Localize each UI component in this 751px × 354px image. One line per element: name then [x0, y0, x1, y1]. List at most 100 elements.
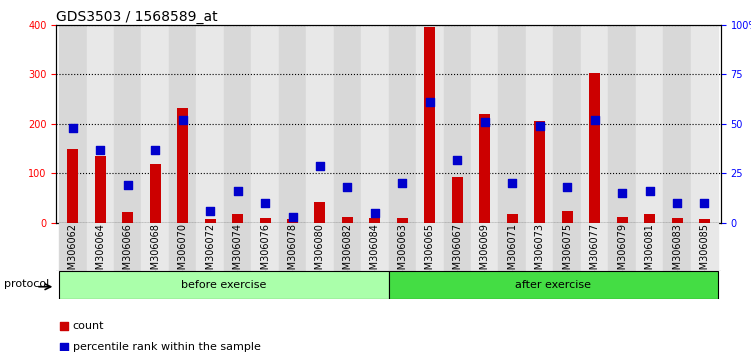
Point: [698, 200, 710, 206]
Bar: [59, 25, 86, 223]
Point: [453, 105, 465, 110]
Bar: [177, 108, 189, 223]
Bar: [608, 223, 636, 271]
Text: GSM306078: GSM306078: [288, 223, 297, 282]
Point: [397, 181, 409, 186]
Point: [451, 157, 463, 162]
Bar: [333, 25, 361, 223]
Point: [176, 117, 189, 123]
Bar: [553, 223, 581, 271]
Bar: [424, 27, 436, 223]
Text: GSM306080: GSM306080: [315, 223, 325, 282]
Bar: [636, 223, 663, 271]
Text: after exercise: after exercise: [515, 280, 592, 290]
Bar: [197, 223, 224, 271]
Point: [589, 117, 601, 123]
Text: GSM306065: GSM306065: [425, 223, 435, 282]
Point: [534, 123, 546, 129]
Point: [453, 298, 465, 303]
Bar: [342, 217, 353, 223]
Bar: [306, 223, 333, 271]
Bar: [59, 271, 388, 299]
Bar: [204, 219, 216, 223]
Bar: [416, 223, 444, 271]
Point: [369, 210, 381, 216]
Bar: [306, 25, 333, 223]
Text: GSM306062: GSM306062: [68, 223, 78, 282]
Point: [149, 147, 161, 153]
Bar: [691, 223, 718, 271]
Bar: [444, 223, 471, 271]
Bar: [315, 202, 325, 223]
Bar: [59, 223, 86, 271]
Bar: [122, 212, 133, 223]
Bar: [471, 25, 499, 223]
Text: GSM306077: GSM306077: [590, 223, 599, 282]
Bar: [534, 121, 545, 223]
Bar: [333, 223, 361, 271]
Bar: [479, 114, 490, 223]
Text: GSM306063: GSM306063: [397, 223, 407, 282]
Text: GSM306066: GSM306066: [122, 223, 133, 282]
Bar: [499, 223, 526, 271]
Text: GSM306074: GSM306074: [233, 223, 243, 282]
Text: GSM306067: GSM306067: [452, 223, 463, 282]
Bar: [369, 218, 381, 223]
Bar: [636, 25, 663, 223]
Text: GSM306084: GSM306084: [370, 223, 380, 282]
Text: GSM306073: GSM306073: [535, 223, 544, 282]
Point: [424, 99, 436, 105]
Bar: [169, 25, 197, 223]
Point: [204, 208, 216, 214]
Bar: [444, 25, 471, 223]
Point: [231, 188, 243, 194]
Bar: [197, 25, 224, 223]
Text: GDS3503 / 1568589_at: GDS3503 / 1568589_at: [56, 10, 218, 24]
Point: [259, 200, 271, 206]
Text: GSM306068: GSM306068: [150, 223, 160, 282]
Text: GSM306069: GSM306069: [480, 223, 490, 282]
Bar: [581, 25, 608, 223]
Point: [314, 163, 326, 169]
Point: [506, 181, 518, 186]
Point: [616, 190, 628, 196]
Bar: [141, 25, 169, 223]
Text: GSM306076: GSM306076: [260, 223, 270, 282]
Bar: [663, 25, 691, 223]
Bar: [471, 223, 499, 271]
Bar: [86, 25, 114, 223]
Text: GSM306081: GSM306081: [644, 223, 655, 282]
Bar: [252, 25, 279, 223]
Bar: [499, 25, 526, 223]
Bar: [452, 177, 463, 223]
Text: GSM306082: GSM306082: [342, 223, 352, 282]
Bar: [252, 223, 279, 271]
Point: [561, 184, 573, 190]
Point: [287, 214, 299, 220]
Text: GSM306071: GSM306071: [507, 223, 517, 282]
Text: protocol: protocol: [4, 279, 49, 289]
Text: percentile rank within the sample: percentile rank within the sample: [73, 342, 261, 352]
Bar: [389, 271, 718, 299]
Point: [644, 188, 656, 194]
Text: GSM306064: GSM306064: [95, 223, 105, 282]
Bar: [149, 164, 161, 223]
Bar: [260, 218, 270, 223]
Bar: [507, 214, 517, 223]
Bar: [95, 156, 106, 223]
Bar: [553, 25, 581, 223]
Bar: [562, 211, 573, 223]
Bar: [397, 218, 408, 223]
Bar: [361, 223, 388, 271]
Text: GSM306085: GSM306085: [699, 223, 710, 282]
Bar: [589, 73, 600, 223]
Bar: [617, 217, 628, 223]
Bar: [416, 25, 444, 223]
Bar: [526, 223, 553, 271]
Text: GSM306072: GSM306072: [205, 223, 215, 282]
Bar: [526, 25, 553, 223]
Text: GSM306079: GSM306079: [617, 223, 627, 282]
Point: [671, 200, 683, 206]
Text: count: count: [73, 321, 104, 331]
Bar: [114, 25, 141, 223]
